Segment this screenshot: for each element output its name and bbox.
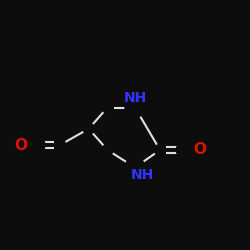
Circle shape	[28, 136, 45, 154]
Text: O: O	[194, 142, 207, 158]
Circle shape	[125, 158, 145, 178]
Text: NH: NH	[131, 168, 154, 182]
Circle shape	[125, 98, 145, 117]
Text: NH: NH	[124, 90, 146, 104]
Circle shape	[55, 140, 65, 150]
Circle shape	[176, 141, 194, 159]
Text: O: O	[14, 138, 28, 152]
